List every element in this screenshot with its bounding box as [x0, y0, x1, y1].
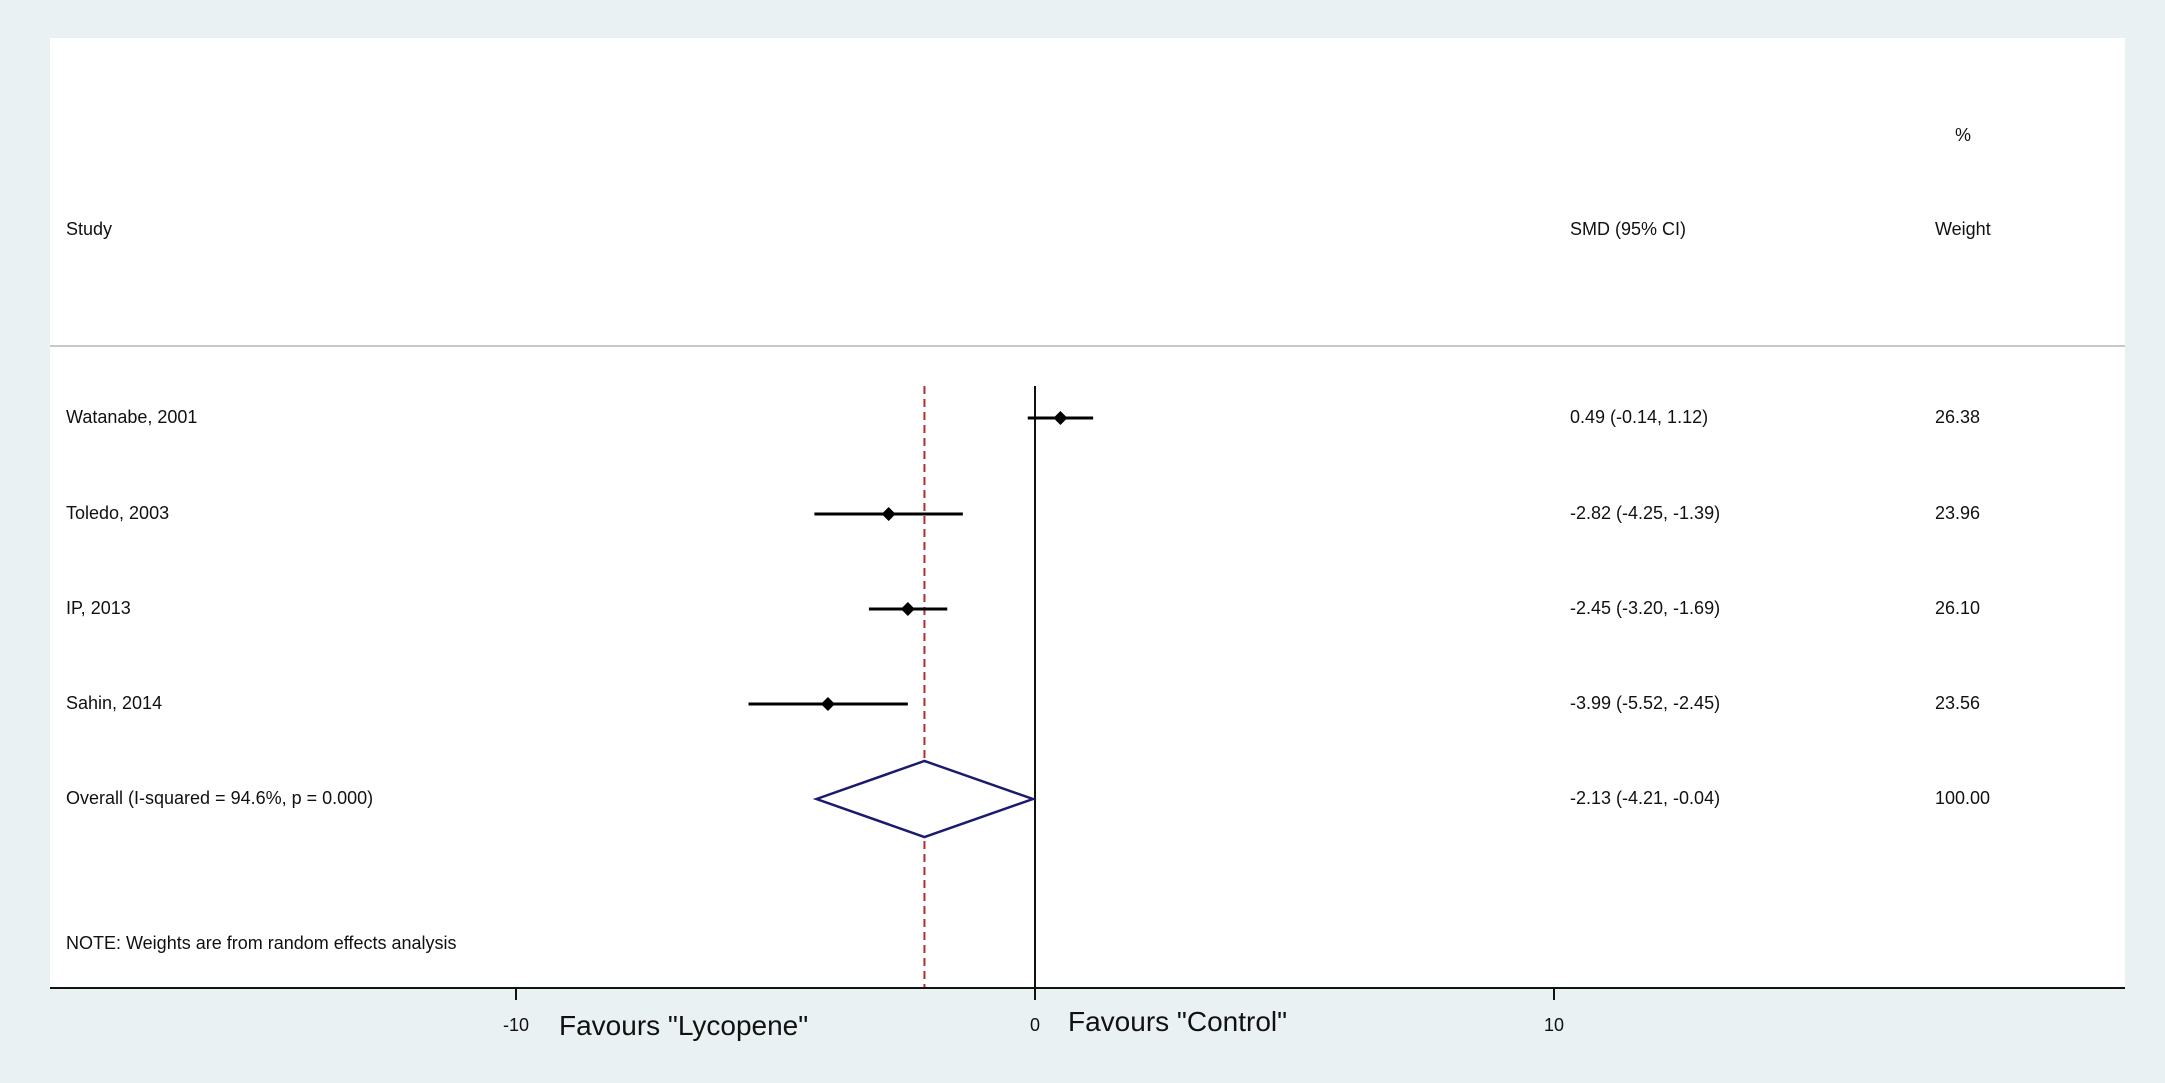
smd-column-header: SMD (95% CI): [1570, 219, 1686, 239]
ci-text: 0.49 (-0.14, 1.12): [1570, 407, 1708, 427]
forest-plot: % Study SMD (95% CI) Weight Watanabe, 20…: [50, 125, 2125, 1041]
x-axis-ticks: -10 0 10: [503, 988, 1564, 1035]
weight-column-header: Weight: [1935, 219, 1991, 239]
weight-value: 26.10: [1935, 598, 1980, 618]
overall-weight: 100.00: [1935, 788, 1990, 808]
study-label: Toledo, 2003: [66, 503, 169, 523]
ci-text: -2.82 (-4.25, -1.39): [1570, 503, 1720, 523]
study-label: Watanabe, 2001: [66, 407, 197, 427]
point-estimate: [881, 507, 896, 521]
point-estimate: [820, 697, 835, 711]
x-tick-label: 0: [1030, 1015, 1040, 1035]
favours-lycopene-label: Favours "Lycopene": [559, 1010, 808, 1041]
overall-ci-text: -2.13 (-4.21, -0.04): [1570, 788, 1720, 808]
study-row: Toledo, 2003 -2.82 (-4.25, -1.39) 23.96: [66, 503, 1980, 523]
study-row: IP, 2013 -2.45 (-3.20, -1.69) 26.10: [66, 598, 1980, 618]
ci-text: -2.45 (-3.20, -1.69): [1570, 598, 1720, 618]
ci-text: -3.99 (-5.52, -2.45): [1570, 693, 1720, 713]
overall-row: Overall (I-squared = 94.6%, p = 0.000) -…: [66, 759, 1990, 839]
study-row: Watanabe, 2001 0.49 (-0.14, 1.12) 26.38: [66, 407, 1980, 427]
overall-label: Overall (I-squared = 94.6%, p = 0.000): [66, 788, 373, 808]
weight-percent-header: %: [1955, 125, 1971, 145]
point-estimate: [900, 602, 915, 616]
study-column-header: Study: [66, 219, 112, 239]
study-rows: Watanabe, 2001 0.49 (-0.14, 1.12) 26.38 Tol…: [66, 407, 1980, 713]
x-tick-label: -10: [503, 1015, 529, 1035]
favours-control-label: Favours "Control": [1068, 1006, 1287, 1037]
point-estimate: [1053, 411, 1068, 425]
x-tick-label: 10: [1544, 1015, 1564, 1035]
weight-value: 23.56: [1935, 693, 1980, 713]
weight-value: 26.38: [1935, 407, 1980, 427]
study-label: IP, 2013: [66, 598, 131, 618]
study-row: Sahin, 2014 -3.99 (-5.52, -2.45) 23.56: [66, 693, 1980, 713]
weight-value: 23.96: [1935, 503, 1980, 523]
overall-diamond: [812, 759, 1037, 839]
study-label: Sahin, 2014: [66, 693, 162, 713]
forest-plot-panel: % Study SMD (95% CI) Weight Watanabe, 20…: [50, 38, 2125, 1041]
weights-note: NOTE: Weights are from random effects an…: [66, 933, 456, 953]
